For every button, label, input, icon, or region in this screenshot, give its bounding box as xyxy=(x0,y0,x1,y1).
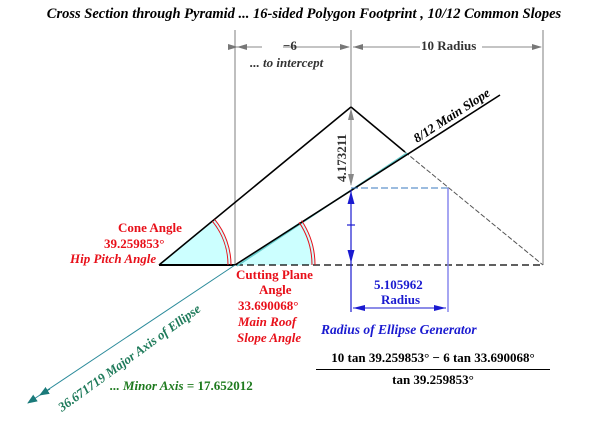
angle-arcs xyxy=(212,219,316,266)
cutting-plane-title: Cutting Plane xyxy=(236,267,313,282)
slope-angle-label: Slope Angle xyxy=(237,330,302,345)
generator-radius-label: Radius xyxy=(381,292,421,307)
cone-angle-sector xyxy=(159,219,231,265)
ellipse-major-axis-line xyxy=(27,264,236,404)
cutting-plane-value: 33.690068° xyxy=(238,298,299,313)
cone-left-edge xyxy=(158,106,352,266)
minor-axis-prefix: ... Minor Axis xyxy=(110,378,184,393)
intercept-value: −6 xyxy=(283,38,297,53)
hip-pitch-angle-label: Hip Pitch Angle xyxy=(70,251,157,266)
extension-lines xyxy=(234,30,544,265)
main-roof-label: Main Roof xyxy=(238,314,297,329)
formula-numerator: 10 tan 39.259853° − 6 tan 33.690068° xyxy=(316,350,550,370)
radius-label: 10 Radius xyxy=(421,38,477,53)
cone-right-edge-solid xyxy=(350,106,406,153)
cone-right-edge-dashed xyxy=(404,151,544,266)
cone-angle-value: 39.259853° xyxy=(104,236,165,251)
minor-axis-value: = 17.652012 xyxy=(186,378,253,393)
cone-angle-title: Cone Angle xyxy=(118,220,182,235)
height-label: 4.173211 xyxy=(334,134,349,182)
minor-axis-label: ... Minor Axis = 17.652012 xyxy=(110,378,253,394)
cutting-plane-title-2: Angle xyxy=(259,282,292,297)
major-axis-label: 36.671719 Major Axis of Ellipse xyxy=(54,301,203,415)
slope-label: 8/12 Main Slope xyxy=(410,85,492,146)
formula-denominator: tan 39.259853° xyxy=(392,372,474,387)
cutting-angle-sector xyxy=(235,220,316,265)
cutting-plane-line xyxy=(234,94,501,266)
ellipse-generator-title: Radius of Ellipse Generator xyxy=(321,322,477,337)
intercept-label: ... to intercept xyxy=(250,55,324,70)
radius-formula: 10 tan 39.259853° − 6 tan 33.690068° tan… xyxy=(316,350,550,388)
generator-radius-value: 5.105962 xyxy=(374,277,423,292)
diagram-title: Cross Section through Pyramid ... 16-sid… xyxy=(46,6,562,22)
